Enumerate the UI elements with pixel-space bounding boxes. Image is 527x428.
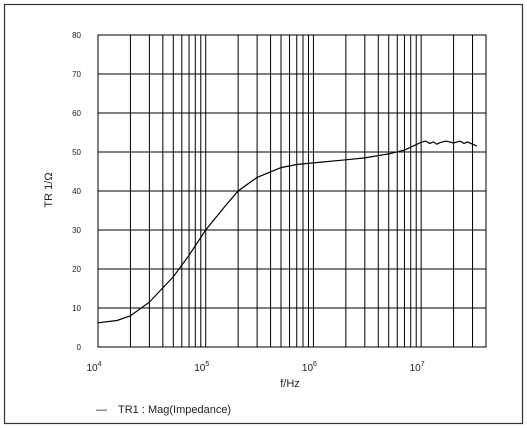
y-axis-label: TR 1/Ω (43, 172, 55, 207)
y-tick-label: 50 (72, 148, 81, 157)
legend: — TR1 : Mag(Impedance) (96, 404, 231, 416)
y-tick-label: 60 (72, 109, 81, 118)
plot-area (97, 34, 487, 348)
y-tick-label: 80 (72, 31, 81, 40)
y-tick-label: 40 (72, 187, 81, 196)
x-tick-exponent: 5 (205, 361, 209, 368)
legend-marker: — (96, 404, 107, 416)
x-axis-label: f/Hz (280, 378, 300, 390)
y-tick-label: 0 (77, 343, 82, 352)
x-tick-exponent: 4 (98, 361, 102, 368)
x-tick-exponent: 6 (313, 361, 317, 368)
y-tick-label: 30 (72, 226, 81, 235)
y-axis-ticks: 0 10 20 30 40 50 60 70 80 (72, 31, 81, 352)
y-tick-label: 20 (72, 265, 81, 274)
x-tick-exponent: 7 (421, 361, 425, 368)
y-tick-label: 10 (72, 304, 81, 313)
y-tick-label: 70 (72, 70, 81, 79)
outer-border (3, 3, 524, 425)
series-line-tr1 (97, 140, 478, 324)
grid (98, 35, 486, 347)
legend-label: TR1 : Mag(Impedance) (118, 404, 231, 416)
